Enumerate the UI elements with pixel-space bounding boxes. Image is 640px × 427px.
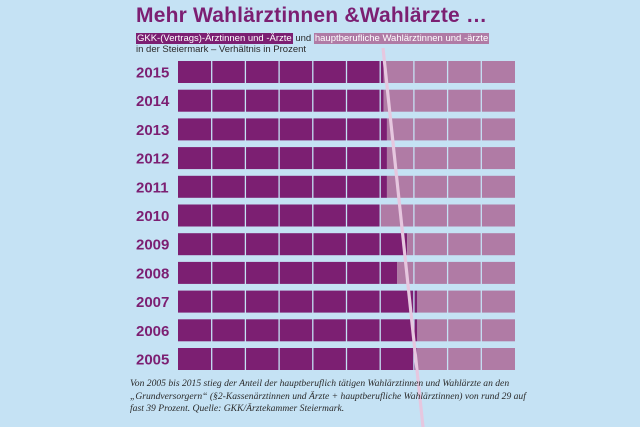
bar-gkk-2007 xyxy=(178,290,418,313)
bar-wahl-2005 xyxy=(417,348,515,370)
bar-gkk-2006 xyxy=(178,319,418,342)
legend-wahl-label: hauptberufliche Wahlärztinnen und -ärzte xyxy=(313,33,490,44)
year-label-2009: 2009 xyxy=(136,237,169,254)
year-label-2011: 2011 xyxy=(136,179,169,196)
legend-gkk-label: GKK-(Vertrags)-Ärztinnen und -Ärzte xyxy=(136,33,293,44)
bar-gkk-2008 xyxy=(178,261,398,284)
year-label-2010: 2010 xyxy=(136,208,169,225)
bar-wahl-2008 xyxy=(397,261,515,284)
bar-gkk-2011 xyxy=(178,175,387,198)
bar-gkk-2015 xyxy=(178,61,384,83)
bar-gkk-2009 xyxy=(178,233,408,256)
year-label-2012: 2012 xyxy=(136,151,169,168)
chart-subtitle: GKK-(Vertrags)-Ärztinnen und -Ärzte und … xyxy=(136,33,536,55)
year-label-2006: 2006 xyxy=(136,323,169,340)
year-label-2014: 2014 xyxy=(136,93,170,110)
trend-line xyxy=(381,47,425,427)
year-label-2005: 2005 xyxy=(136,352,169,369)
bar-gkk-2005 xyxy=(178,348,418,370)
subtitle-line2: in der Steiermark – Verhältnis in Prozen… xyxy=(136,44,307,55)
bar-wahl-2013 xyxy=(386,118,515,141)
bar-gkk-2013 xyxy=(178,118,387,141)
bar-wahl-2007 xyxy=(417,290,515,313)
year-label-2015: 2015 xyxy=(136,65,169,82)
legend-connector: und xyxy=(295,33,312,44)
bar-wahl-2012 xyxy=(386,147,515,170)
year-label-2013: 2013 xyxy=(136,122,169,139)
bar-gkk-2014 xyxy=(178,89,384,112)
bar-wahl-2009 xyxy=(407,233,515,256)
bar-wahl-2006 xyxy=(417,319,515,342)
bar-gkk-2012 xyxy=(178,147,387,170)
year-label-2007: 2007 xyxy=(136,294,169,311)
bar-wahl-2015 xyxy=(383,61,515,83)
bar-wahl-2011 xyxy=(386,175,515,198)
chart-caption: Von 2005 bis 2015 stieg der Anteil der h… xyxy=(130,378,526,415)
bar-wahl-2014 xyxy=(383,89,515,112)
chart-title: Mehr Wahlärztinnen &Wahlärzte … xyxy=(136,4,488,27)
year-label-2008: 2008 xyxy=(136,265,169,282)
